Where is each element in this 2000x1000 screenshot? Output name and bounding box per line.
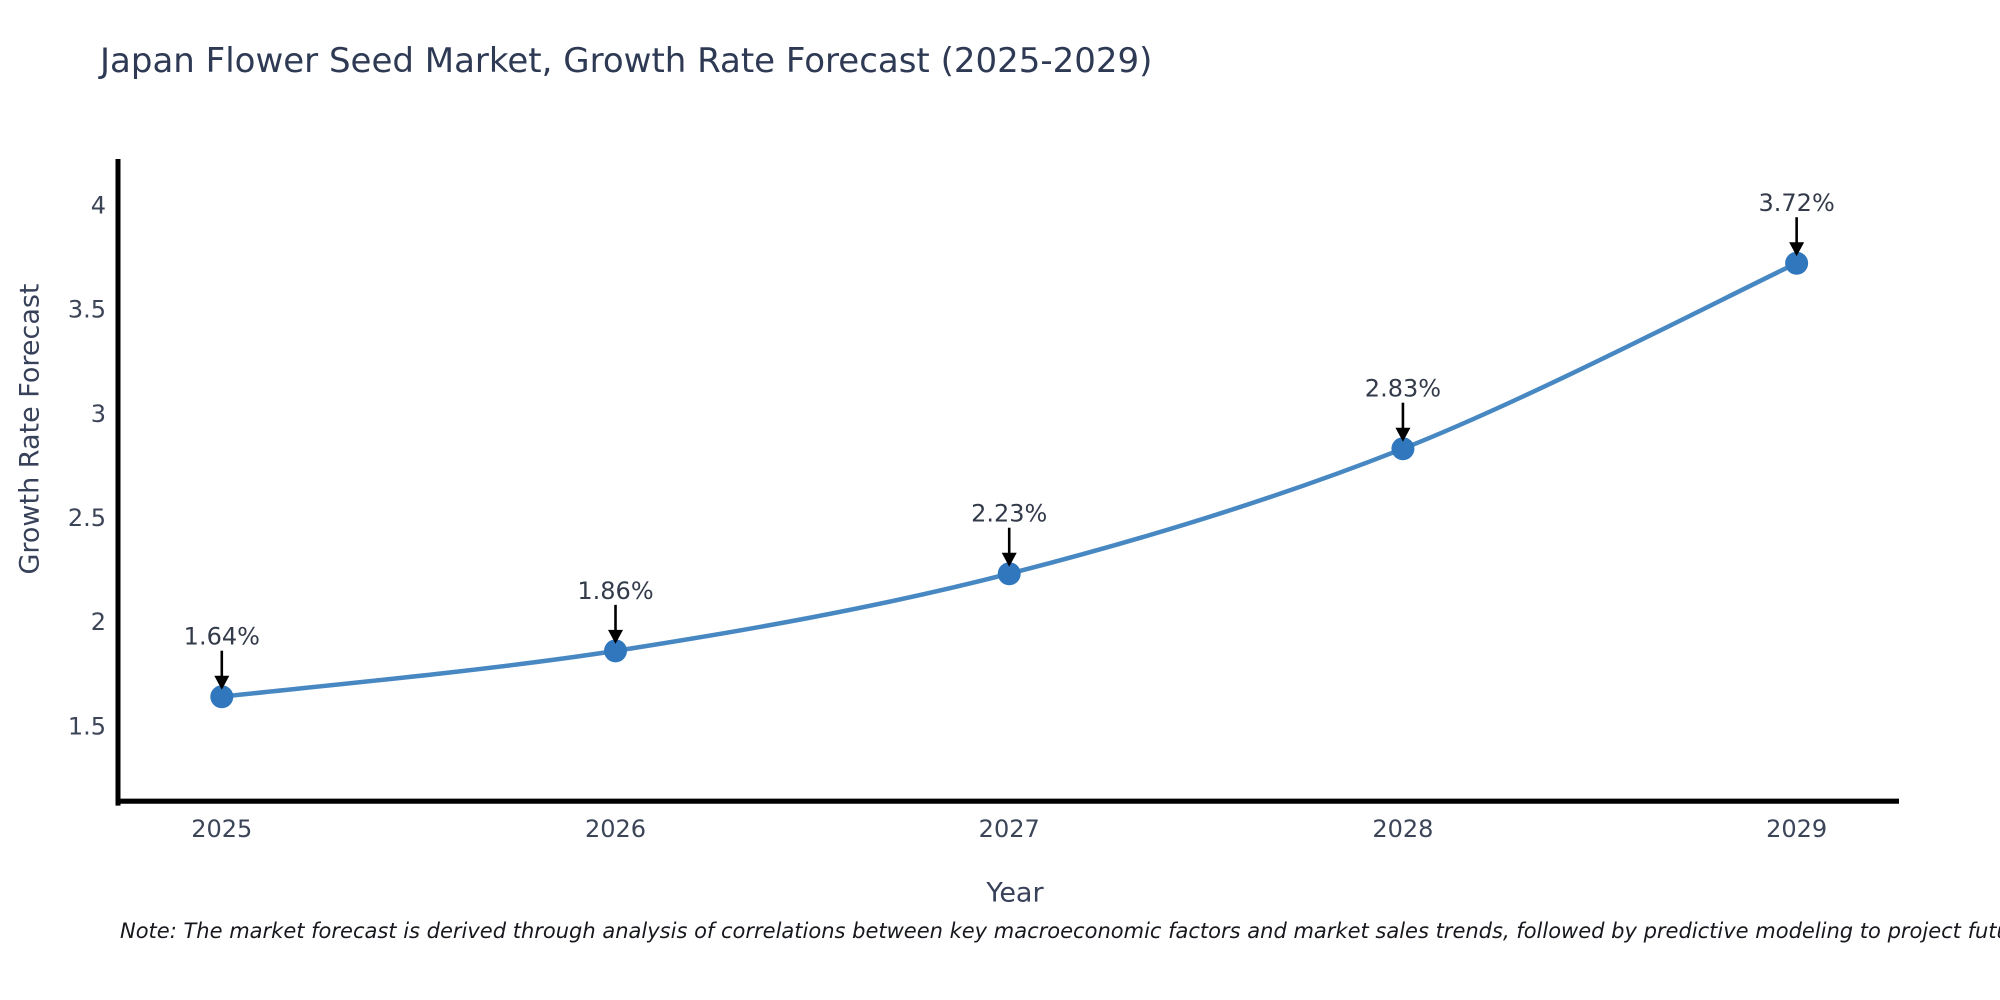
data-point-2028	[1391, 437, 1415, 461]
chart-title: Japan Flower Seed Market, Growth Rate Fo…	[100, 41, 1153, 81]
y-tick-label-3.5: 3.5	[68, 296, 106, 324]
point-label-2026: 1.86%	[577, 577, 653, 605]
data-point-2027	[997, 562, 1021, 586]
y-tick-label-2: 2	[91, 608, 106, 636]
axes-layer	[115, 159, 1899, 806]
y-tick-label-2.5: 2.5	[68, 504, 106, 532]
x-axis-title: Year	[986, 877, 1044, 909]
point-label-2025: 1.64%	[184, 623, 260, 651]
annotation-arrowhead-icon	[608, 629, 624, 644]
y-tick-label-4: 4	[91, 191, 106, 219]
data-point-2026	[604, 639, 628, 663]
line-series-layer	[210, 251, 1809, 709]
data-point-2025	[210, 685, 234, 709]
annotation-arrowhead-icon	[1001, 552, 1017, 567]
x-tick-label-2028: 2028	[1372, 815, 1433, 843]
footnote: Note: The market forecast is derived thr…	[120, 919, 2000, 943]
x-tick-label-2025: 2025	[191, 815, 252, 843]
x-tick-label-2029: 2029	[1766, 815, 1827, 843]
y-tick-label-3: 3	[91, 400, 106, 428]
annotation-arrowhead-icon	[1395, 427, 1411, 442]
point-label-2029: 3.72%	[1759, 189, 1835, 217]
growth-rate-line	[219, 260, 1799, 699]
annotation-arrowhead-icon	[1789, 242, 1805, 257]
annotation-arrowhead-icon	[214, 675, 230, 690]
point-label-2028: 2.83%	[1365, 375, 1441, 403]
x-tick-label-2027: 2027	[979, 815, 1040, 843]
x-tick-label-2026: 2026	[585, 815, 646, 843]
tick-labels-layer: 1.5 2 2.5 3 3.5 4 2025 2026 2027 2028 2029	[68, 191, 1827, 843]
annotations-layer: 1.64% 1.86% 2.23% 2.83% 3.72%	[184, 189, 1835, 690]
data-point-2029	[1785, 251, 1809, 275]
point-label-2027: 2.23%	[971, 500, 1047, 528]
y-tick-label-1.5: 1.5	[68, 712, 106, 740]
